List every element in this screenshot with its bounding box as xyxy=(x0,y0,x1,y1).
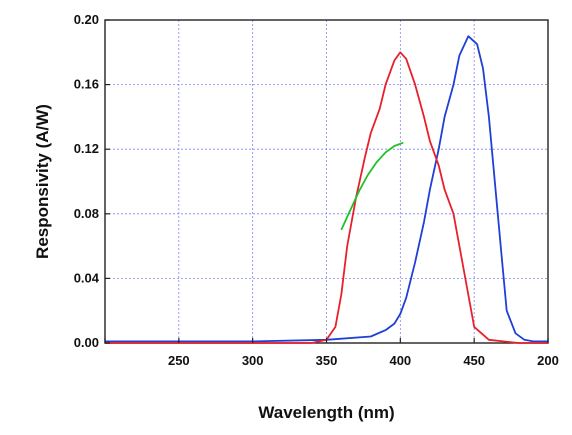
x-tick-label: 350 xyxy=(316,353,338,368)
y-tick-label: 0.00 xyxy=(74,335,99,350)
x-tick-label: 250 xyxy=(168,353,190,368)
y-tick-label: 0.16 xyxy=(74,77,99,92)
y-tick-label: 0.08 xyxy=(74,206,99,221)
x-tick-label: 400 xyxy=(389,353,411,368)
y-tick-label: 0.12 xyxy=(74,141,99,156)
x-tick-label: 450 xyxy=(463,353,485,368)
series-line-1 xyxy=(105,35,548,343)
grid-lines xyxy=(105,20,548,343)
y-tick-label: 0.04 xyxy=(74,270,100,285)
x-tick-label: 200 xyxy=(537,353,559,368)
x-axis-title: Wavelength (nm) xyxy=(258,403,394,422)
data-series xyxy=(105,35,548,344)
y-axis-ticks: 0.00 0.04 0.08 0.12 0.16 0.20 xyxy=(74,12,110,350)
y-tick-label: 0.20 xyxy=(74,12,99,27)
x-axis-ticks: 250 300 350 400 450 200 xyxy=(104,338,559,368)
series-line-3 xyxy=(340,141,404,231)
series-line-2 xyxy=(105,51,548,344)
x-tick-label: 300 xyxy=(242,353,264,368)
y-axis-title: Responsivity (A/W) xyxy=(33,104,52,259)
